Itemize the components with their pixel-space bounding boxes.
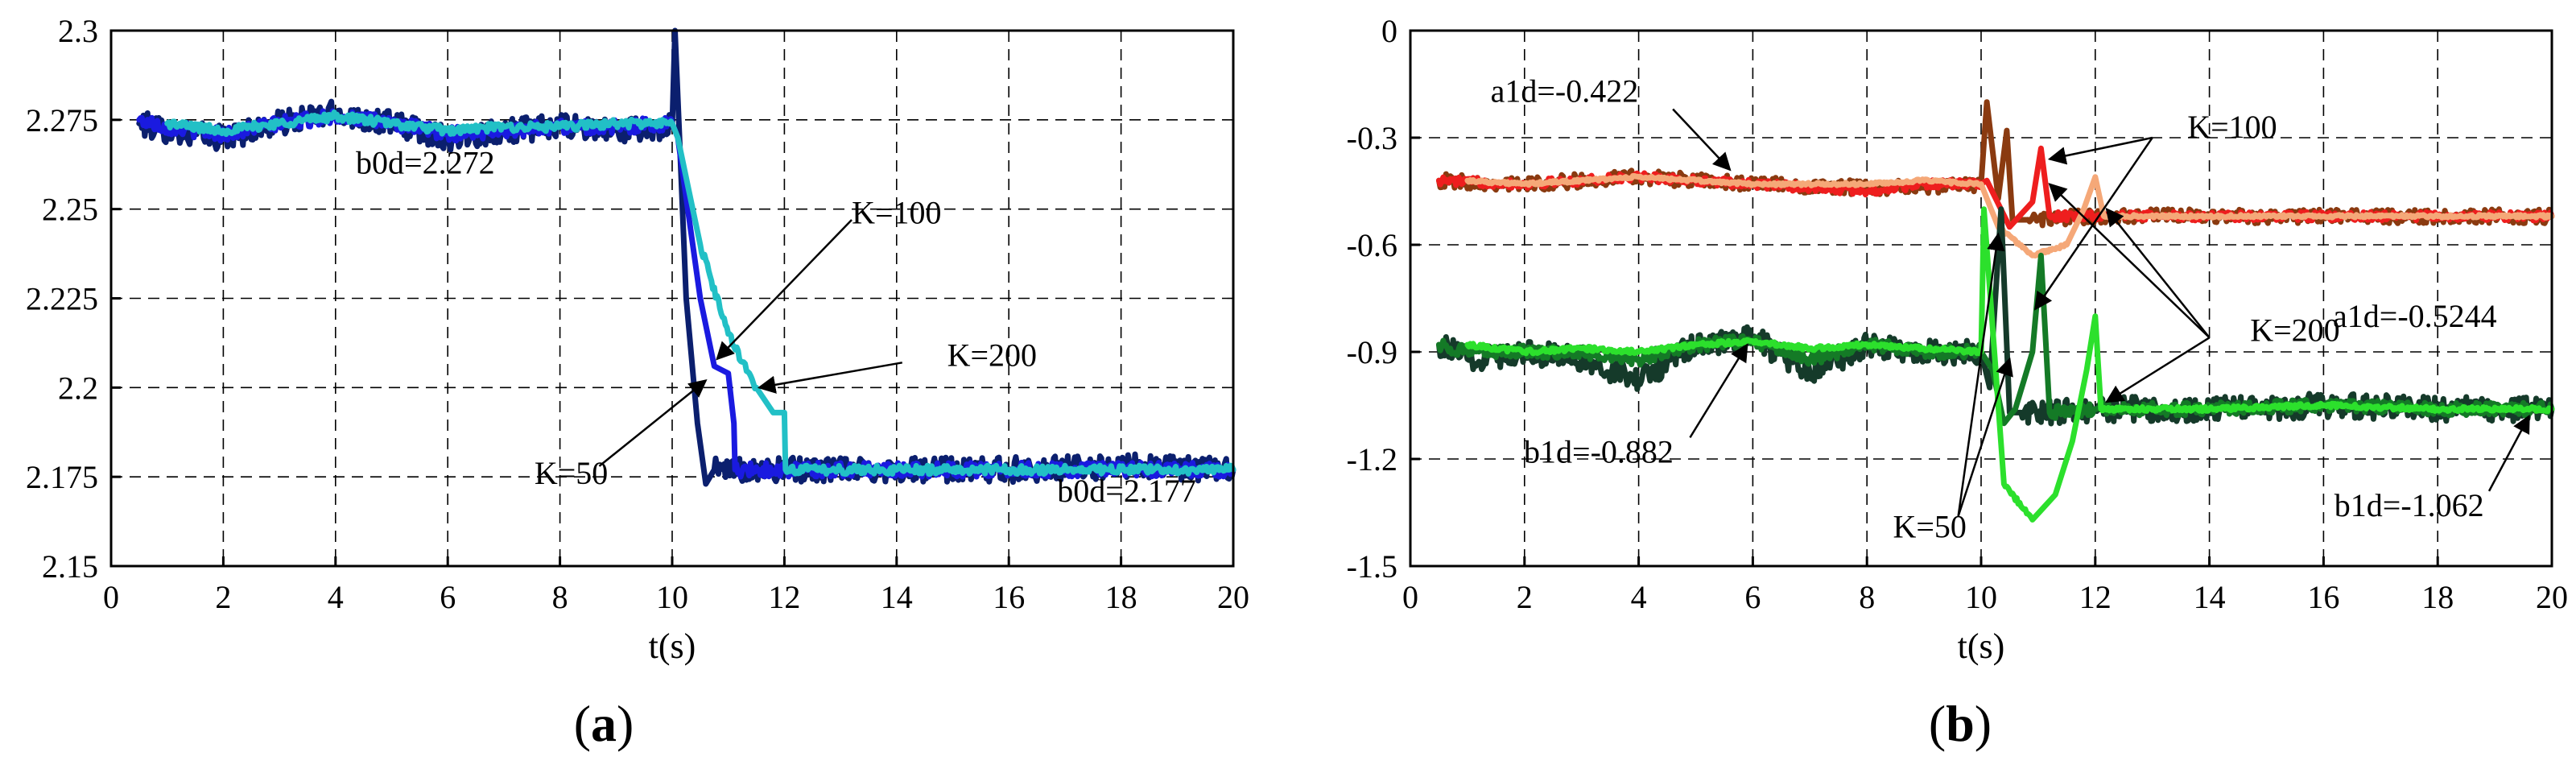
panel-a-label: (a) (574, 695, 634, 752)
annotation-arrow (2105, 207, 2211, 339)
panel-b-grid (1410, 31, 2552, 566)
annotation-label: K=50 (1893, 509, 1966, 545)
annotation-arrow (1689, 343, 1748, 439)
x-tick-label: 2 (215, 579, 231, 615)
annotation-label: K=200 (2250, 312, 2339, 349)
x-tick-label: 4 (1631, 579, 1647, 615)
annotation-label: b0d=2.177 (1057, 473, 1196, 509)
panel-a-letter: a (591, 695, 617, 752)
x-tick-label: 10 (1965, 579, 1997, 615)
y-tick-label: 2.275 (26, 102, 98, 139)
x-tick-label: 12 (768, 579, 800, 615)
x-tick-label: 12 (2079, 579, 2112, 615)
y-tick-label: -1.5 (1347, 548, 1397, 585)
annotation-arrow (757, 362, 902, 394)
x-tick-label: 16 (2307, 579, 2339, 615)
annotation-label: b0d=2.272 (356, 144, 495, 180)
x-tick-label: 6 (440, 579, 456, 615)
y-tick-label: 2.225 (26, 281, 98, 317)
annotation-arrow (598, 379, 708, 467)
panel-b-ticks: 0 2 4 6 8 10 12 14 16 18 20 0 -0.3 -0.6 -0.9 -1.2 -1.5 (1347, 13, 2568, 615)
chart-panel-b: 0 2 4 6 8 10 12 14 16 18 20 0 -0.3 -0.6 -0.9 -1.2 -1.5 a… (1347, 13, 2568, 752)
annotation-arrow (2034, 137, 2153, 311)
y-tick-label: 2.3 (58, 13, 98, 49)
y-tick-label: -0.6 (1347, 227, 1397, 263)
x-tick-label: 8 (552, 579, 568, 615)
annotation-label: b1d=-1.062 (2334, 487, 2484, 523)
panel-a-ticks: 0 2 4 6 8 10 12 14 16 18 20 2.15 2.175 2.2 2.225 2.25 2.… (26, 13, 1249, 615)
panel-b-letter: b (1946, 695, 1975, 752)
annotation-arrow (2487, 414, 2530, 492)
x-tick-label: 14 (2194, 579, 2226, 615)
panel-b-x-axis-label: t(s) (1958, 626, 2005, 666)
y-tick-label: 2.175 (26, 459, 98, 495)
x-tick-label: 10 (656, 579, 688, 615)
series-line (164, 109, 1236, 478)
annotation-label: a1d=-0.5244 (2333, 298, 2497, 334)
annotation-arrow (2105, 337, 2211, 403)
x-tick-label: 20 (1217, 579, 1249, 615)
x-tick-label: 20 (2536, 579, 2568, 615)
x-tick-label: 14 (881, 579, 913, 615)
x-tick-label: 16 (993, 579, 1025, 615)
panel-a-x-axis-label: t(s) (649, 626, 696, 666)
y-tick-label: 2.15 (42, 548, 98, 585)
annotation-arrow (2047, 136, 2153, 165)
panel-b-label: (b) (1929, 695, 1992, 752)
x-tick-label: 2 (1517, 579, 1533, 615)
annotation-label: K=100 (2187, 109, 2277, 145)
annotation-arrow (716, 219, 852, 361)
x-tick-label: 6 (1744, 579, 1761, 615)
series-line (1464, 206, 2555, 523)
annotation-arrow (2048, 183, 2211, 339)
panel-a-series-group (136, 27, 1236, 487)
y-tick-label: -0.9 (1347, 334, 1397, 370)
annotation-label: K=100 (852, 194, 941, 230)
x-tick-label: 4 (328, 579, 344, 615)
y-tick-label: -0.3 (1347, 120, 1397, 156)
x-tick-label: 18 (2421, 579, 2454, 615)
y-tick-label: -1.2 (1347, 441, 1397, 478)
annotation-arrow (1957, 357, 2013, 517)
annotation-label: a1d=-0.422 (1491, 73, 1639, 110)
annotation-label: b1d=-0.882 (1524, 433, 1674, 469)
annotation-arrow (1672, 108, 1732, 172)
x-tick-label: 0 (1402, 579, 1418, 615)
x-tick-label: 8 (1859, 579, 1875, 615)
panel-a-annotations: b0d=2.272 b0d=2.177 K=100 K=200 K=50 (356, 144, 1196, 509)
annotation-label: K=200 (947, 337, 1037, 374)
x-tick-label: 18 (1105, 579, 1137, 615)
x-tick-label: 0 (103, 579, 119, 615)
annotation-arrow (1957, 232, 2005, 517)
y-tick-label: 0 (1381, 13, 1397, 49)
y-tick-label: 2.2 (58, 370, 98, 406)
y-tick-label: 2.25 (42, 192, 98, 228)
chart-panel-a: 0 2 4 6 8 10 12 14 16 18 20 2.15 2.175 2.2 2.225 2.25 2.… (26, 13, 1249, 752)
annotation-label: K=50 (535, 455, 608, 491)
